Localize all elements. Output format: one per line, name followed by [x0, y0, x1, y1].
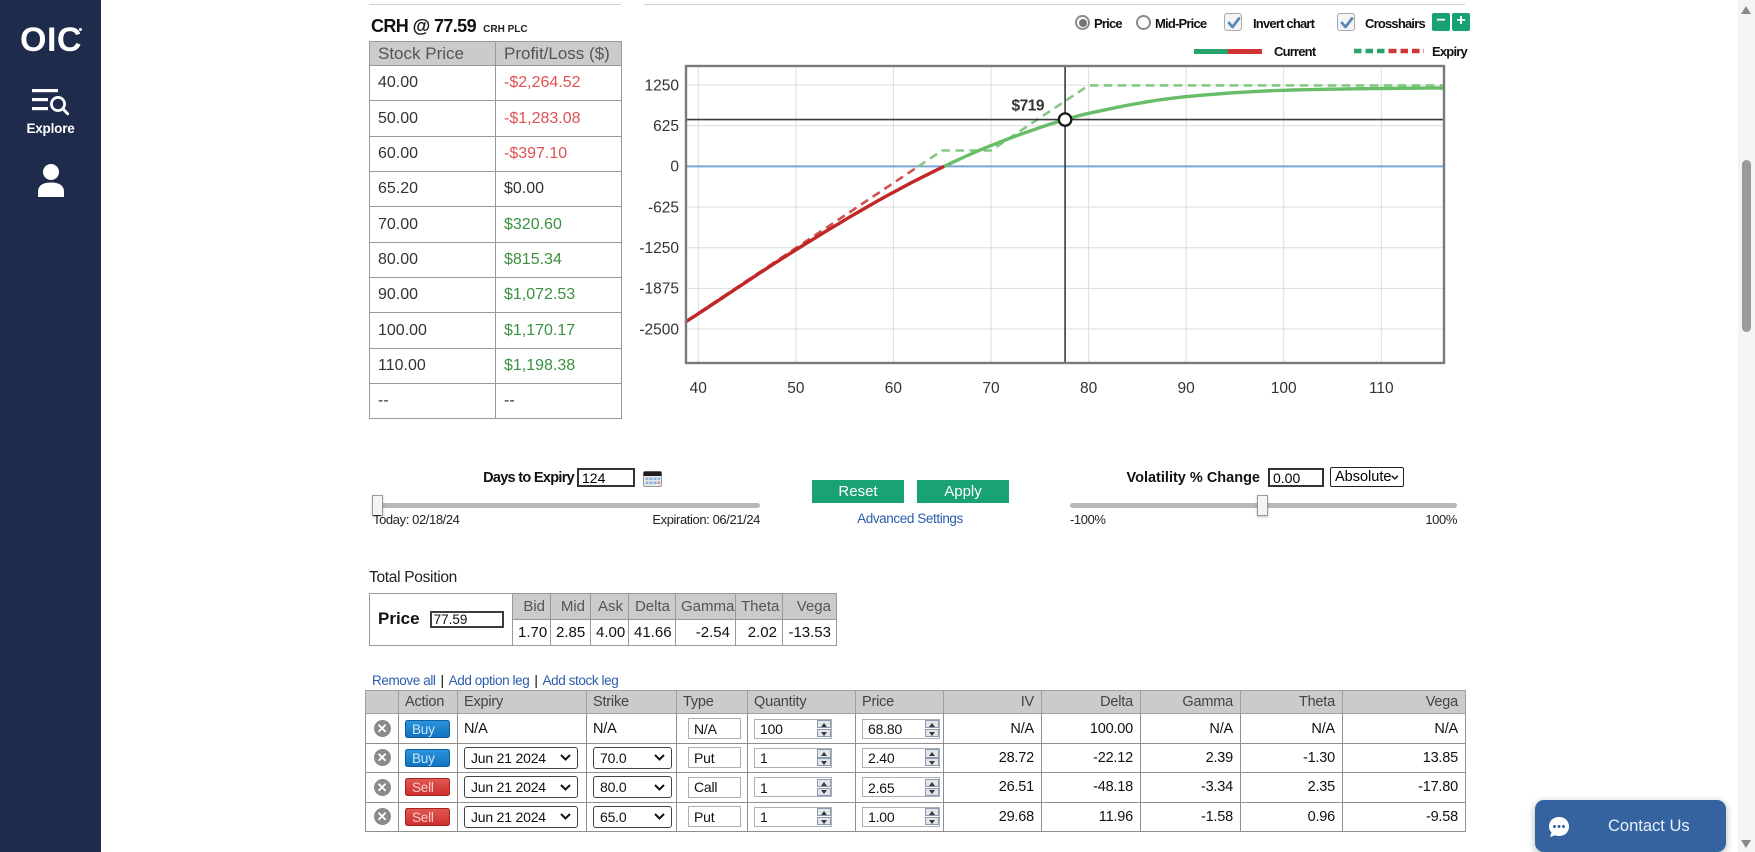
- svg-text:110: 110: [1369, 380, 1394, 397]
- svg-text:1250: 1250: [645, 77, 680, 94]
- svg-text:90: 90: [1177, 380, 1195, 397]
- svg-text:0: 0: [670, 159, 679, 176]
- svg-text:70: 70: [982, 380, 1000, 397]
- svg-text:80: 80: [1080, 380, 1098, 397]
- svg-text:-1250: -1250: [640, 240, 679, 257]
- svg-text:100: 100: [1271, 380, 1297, 397]
- svg-text:60: 60: [885, 380, 903, 397]
- svg-text:$719: $719: [1012, 98, 1045, 115]
- svg-text:625: 625: [653, 118, 679, 135]
- svg-text:50: 50: [787, 380, 805, 397]
- svg-text:-1875: -1875: [640, 281, 679, 298]
- svg-text:-2500: -2500: [640, 321, 679, 338]
- svg-text:-625: -625: [648, 199, 679, 216]
- svg-text:40: 40: [690, 380, 708, 397]
